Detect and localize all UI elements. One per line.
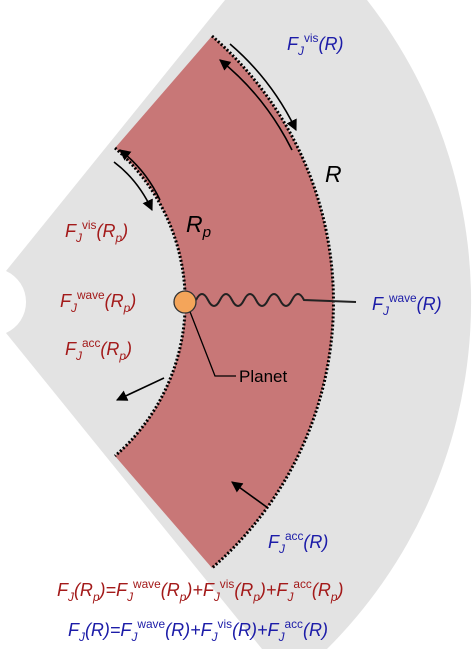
label-part: J	[278, 630, 286, 644]
label-part: )+F	[184, 580, 215, 600]
label-part: J	[211, 630, 219, 644]
label-part: )=F	[98, 580, 129, 600]
label-part: acc	[293, 577, 312, 591]
label-part: wave	[388, 291, 417, 305]
label-part: vis	[218, 617, 233, 631]
diagram: FJvis(R)RRpFJvis(Rp)FJwave(Rp)FJwave(R)F…	[0, 0, 472, 649]
label-part: J	[126, 590, 134, 604]
label-part: J	[297, 44, 305, 58]
label-part: (R)	[417, 294, 442, 314]
label-part: wave	[132, 577, 161, 591]
label-part: (R	[100, 339, 119, 359]
planet	[174, 291, 196, 313]
label-part: )	[124, 339, 132, 359]
label-part: vis	[220, 577, 235, 591]
label-part: (R	[105, 291, 124, 311]
label-part: vis	[82, 218, 97, 232]
label-part: (R)+F	[165, 620, 212, 640]
label-part: vis	[304, 31, 319, 45]
label-part: )	[128, 291, 136, 311]
label-part: J	[213, 590, 221, 604]
label-part: (R	[96, 221, 115, 241]
label-part: (R	[234, 580, 253, 600]
label-part: acc	[285, 529, 304, 543]
label-part: (R)=F	[85, 620, 132, 640]
label-part: J	[75, 349, 83, 363]
radius-label: R	[325, 161, 342, 187]
label-part: (R)	[303, 532, 328, 552]
label-part: wave	[136, 617, 165, 631]
label-part: )+F	[258, 580, 289, 600]
label-part: J	[130, 630, 138, 644]
label-part: J	[286, 590, 294, 604]
planet-label: Planet	[239, 367, 287, 386]
label-part: acc	[82, 336, 101, 350]
label-part: p	[202, 224, 211, 241]
label-part: J	[278, 542, 286, 556]
label-part: J	[70, 301, 78, 315]
label-part: (R)+F	[232, 620, 279, 640]
label-part: (R	[161, 580, 180, 600]
label-part: J	[382, 304, 390, 318]
label-part: wave	[76, 288, 105, 302]
label-part: (R	[74, 580, 93, 600]
label-part: acc	[285, 617, 304, 631]
label-part: (R	[312, 580, 331, 600]
label-part: )	[120, 221, 128, 241]
label-part: )	[335, 580, 343, 600]
label-part: (R)	[303, 620, 328, 640]
label-part: J	[75, 231, 83, 245]
label-part: R	[186, 211, 203, 237]
label-part: (R)	[318, 34, 343, 54]
